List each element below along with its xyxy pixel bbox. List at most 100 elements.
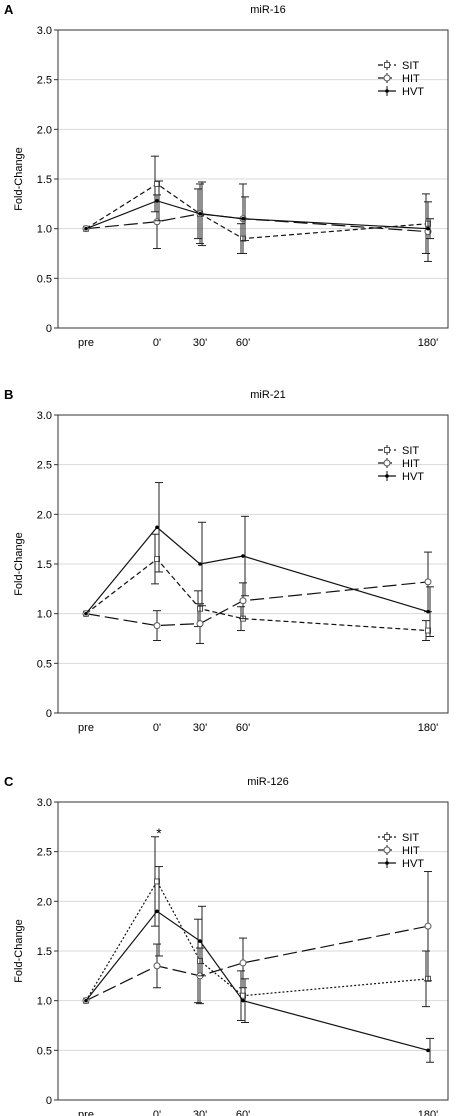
data-point — [241, 998, 245, 1003]
legend-label: HIT — [402, 458, 420, 470]
y-tick-label: 0 — [46, 323, 52, 335]
x-tick-label: pre — [78, 722, 94, 734]
y-tick-label: 0.5 — [37, 658, 52, 670]
series-line — [85, 200, 429, 230]
data-point — [84, 998, 88, 1003]
legend-label: HVT — [402, 858, 424, 870]
data-point — [155, 525, 159, 530]
data-point — [424, 922, 432, 930]
y-tick-label: 1.0 — [37, 996, 52, 1008]
legend-marker — [384, 447, 390, 453]
y-tick-label: 0 — [46, 1095, 52, 1107]
y-tick-label: 1.5 — [37, 174, 52, 186]
y-tick-label: 2.5 — [37, 460, 52, 472]
x-tick-label: 180' — [418, 1109, 438, 1116]
data-point — [426, 1048, 430, 1053]
x-tick-label: pre — [78, 337, 94, 349]
data-point — [155, 909, 159, 914]
legend-label: SIT — [402, 60, 419, 72]
y-tick-label: 0.5 — [37, 1045, 52, 1057]
y-axis-label: Fold-Change — [13, 919, 25, 983]
y-tick-label: 3.0 — [37, 410, 52, 422]
data-point — [196, 620, 204, 628]
y-tick-label: 2.0 — [37, 896, 52, 908]
series-sit — [83, 836, 431, 1022]
series-line — [85, 880, 429, 1001]
y-tick-label: 2.5 — [37, 75, 52, 87]
chart-title: miR-21 — [250, 389, 285, 401]
series-hit — [82, 551, 432, 644]
legend-marker — [383, 846, 391, 854]
y-tick-label: 1.5 — [37, 946, 52, 958]
x-tick-label: 30' — [193, 722, 207, 734]
data-point — [84, 611, 88, 616]
series-line — [85, 581, 429, 627]
data-point — [426, 609, 430, 614]
data-point — [239, 959, 247, 967]
y-tick-label: 0.5 — [37, 273, 52, 285]
y-axis-label: Fold-Change — [13, 147, 25, 211]
x-tick-label: 0' — [153, 337, 161, 349]
data-point — [424, 578, 432, 586]
legend-label: HIT — [402, 845, 420, 857]
data-point — [241, 216, 245, 221]
x-tick-label: 60' — [236, 722, 250, 734]
x-tick-label: 180' — [418, 722, 438, 734]
legend-label: HIT — [402, 73, 420, 85]
x-tick-label: 60' — [236, 337, 250, 349]
data-point — [239, 597, 247, 605]
series-line — [85, 526, 429, 615]
chart-title: miR-16 — [250, 4, 285, 16]
y-tick-label: 1.0 — [37, 224, 52, 236]
x-tick-label: 0' — [153, 1109, 161, 1116]
data-point — [198, 562, 202, 566]
significance-marker: * — [156, 825, 162, 841]
series-line — [85, 925, 429, 1002]
panel-label: C — [4, 774, 14, 789]
legend-label: HVT — [402, 471, 424, 483]
series-sit — [83, 155, 431, 254]
x-tick-label: pre — [78, 1109, 94, 1116]
series-line — [85, 558, 429, 632]
y-tick-label: 1.0 — [37, 609, 52, 621]
series-hvt — [84, 180, 434, 247]
y-tick-label: 2.0 — [37, 124, 52, 136]
legend-marker — [385, 89, 389, 93]
legend-marker — [385, 474, 389, 478]
data-point — [155, 199, 159, 203]
data-point — [84, 226, 88, 231]
series-hvt — [84, 866, 434, 1063]
legend-marker — [384, 62, 390, 68]
legend-marker — [385, 861, 389, 865]
legend-label: HVT — [402, 86, 424, 98]
panel-label: A — [4, 2, 14, 17]
legend-marker — [383, 459, 391, 467]
x-tick-label: 0' — [153, 722, 161, 734]
series-line — [85, 910, 429, 1051]
x-tick-label: 60' — [236, 1109, 250, 1116]
legend-marker — [383, 74, 391, 82]
y-tick-label: 2.0 — [37, 509, 52, 521]
legend-marker — [384, 834, 390, 840]
y-tick-label: 2.5 — [37, 847, 52, 859]
x-tick-label: 30' — [193, 1109, 207, 1116]
y-tick-label: 1.5 — [37, 559, 52, 571]
legend-label: SIT — [402, 445, 419, 457]
panel-label: B — [4, 387, 13, 402]
series-sit — [83, 533, 431, 641]
series-hit — [82, 183, 432, 262]
data-point — [241, 554, 245, 558]
series-hvt — [84, 482, 434, 638]
x-tick-label: 180' — [418, 337, 438, 349]
y-tick-label: 3.0 — [37, 25, 52, 37]
x-tick-label: 30' — [193, 337, 207, 349]
data-point — [153, 622, 161, 630]
y-tick-label: 0 — [46, 708, 52, 720]
